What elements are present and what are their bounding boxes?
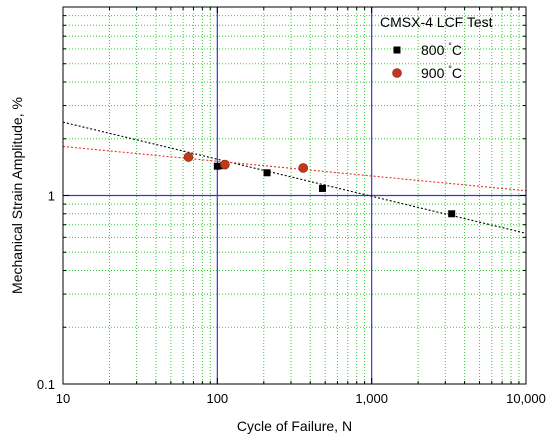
- x-tick-label: 10: [56, 391, 70, 406]
- legend-label-900: 900 °C: [421, 64, 462, 81]
- data-point-800: [263, 169, 271, 177]
- legend-marker-800: [393, 46, 401, 54]
- data-point-800: [448, 210, 456, 218]
- y-tick-label: 0.1: [37, 377, 55, 392]
- y-axis-title: Mechanical Strain Amplitude, %: [9, 97, 25, 294]
- y-tick-label: 1: [48, 189, 55, 204]
- legend-marker-900: [392, 68, 402, 78]
- data-point-900: [220, 159, 230, 170]
- legend-title: CMSX-4 LCF Test: [380, 14, 493, 30]
- x-tick-label: 1,000: [355, 391, 388, 406]
- data-point-900: [298, 163, 308, 173]
- data-markers: [183, 152, 456, 218]
- x-axis-title: Cycle of Failure, N: [237, 418, 352, 434]
- x-tick-label: 100: [206, 391, 228, 406]
- axis-ticks: [62, 6, 527, 385]
- data-point-900: [183, 152, 194, 162]
- trendline-900: [62, 145, 527, 192]
- major-grid: [63, 7, 526, 384]
- legend-label-800: 800 °C: [421, 41, 462, 58]
- x-tick-label: 10,000: [506, 391, 546, 406]
- legend-items: 800 °C 900 °C: [392, 41, 462, 81]
- legend: CMSX-4 LCF Test 800 °C 900 °C: [380, 14, 493, 81]
- data-point-800: [213, 162, 221, 170]
- data-point-800: [318, 184, 326, 192]
- minor-grid: [63, 7, 526, 384]
- tick-labels: 10 100 1,000 10,000 0.1 1: [37, 189, 546, 407]
